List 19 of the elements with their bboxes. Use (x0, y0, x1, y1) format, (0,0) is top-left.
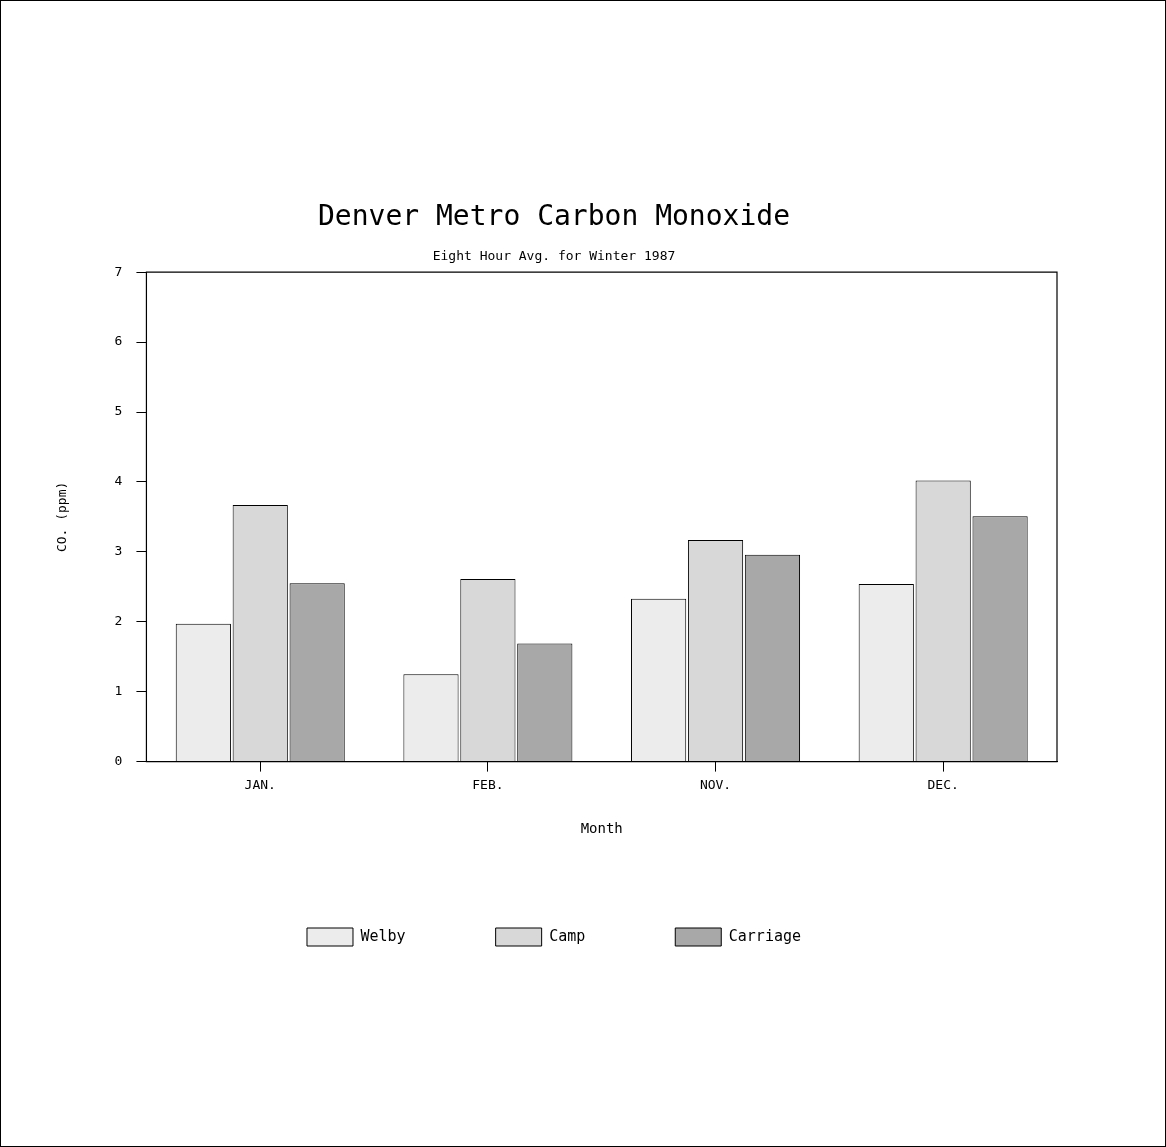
y-tick-label: 2 (114, 613, 123, 629)
y-tick-label: 5 (114, 403, 123, 419)
x-tick-label: DEC. (927, 776, 959, 792)
x-tick-label: NOV. (699, 776, 732, 792)
y-tick-label: 7 (114, 263, 123, 279)
chart-subtitle: Eight Hour Avg. for Winter 1987 (432, 247, 676, 263)
y-axis-title: CO. (ppm) (54, 481, 70, 553)
legend-label: Camp (549, 926, 586, 945)
x-tick-label: FEB. (472, 776, 504, 792)
y-tick-label: 1 (114, 683, 123, 699)
x-tick-label: JAN. (244, 776, 276, 792)
chart-title: Denver Metro Carbon Monoxide (317, 199, 791, 233)
y-tick-label: 6 (114, 333, 123, 349)
legend-label: Welby (360, 926, 406, 945)
x-axis-title: Month (580, 820, 623, 837)
legend-label: Carriage (728, 926, 802, 945)
y-tick-label: 3 (114, 543, 123, 559)
y-tick-label: 0 (114, 752, 123, 768)
y-tick-label: 4 (114, 473, 123, 489)
